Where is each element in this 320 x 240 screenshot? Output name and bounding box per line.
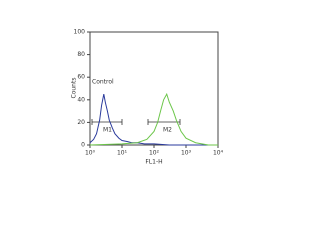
- series-line: [89, 92, 218, 146]
- x-tick-label: 10⁰: [85, 150, 96, 157]
- x-axis-label: FL1-H: [145, 159, 162, 166]
- gate-m1: [91, 119, 123, 125]
- y-tick-label: 0: [81, 142, 85, 149]
- annotation: M1: [103, 127, 112, 134]
- y-axis-label: Counts: [71, 78, 78, 99]
- y-tick-label: 60: [77, 74, 85, 81]
- annotation: M2: [163, 127, 172, 134]
- x-tick-label: 10²: [149, 150, 160, 157]
- annotation: Control: [92, 79, 114, 86]
- chart: Counts FL1-H Control M1 M2 0 20 40 60 80 100 1…: [71, 29, 224, 166]
- gate-m2: [147, 119, 181, 125]
- x-tick-label: 10¹: [117, 150, 128, 157]
- series-line: [89, 94, 218, 146]
- y-tick-label: 100: [74, 29, 86, 36]
- y-tick-label: 20: [77, 119, 85, 126]
- x-tick-label: 10³: [181, 150, 192, 157]
- x-tick-label: 10⁴: [213, 150, 224, 157]
- y-tick-label: 40: [77, 96, 85, 103]
- y-tick-label: 80: [77, 51, 85, 58]
